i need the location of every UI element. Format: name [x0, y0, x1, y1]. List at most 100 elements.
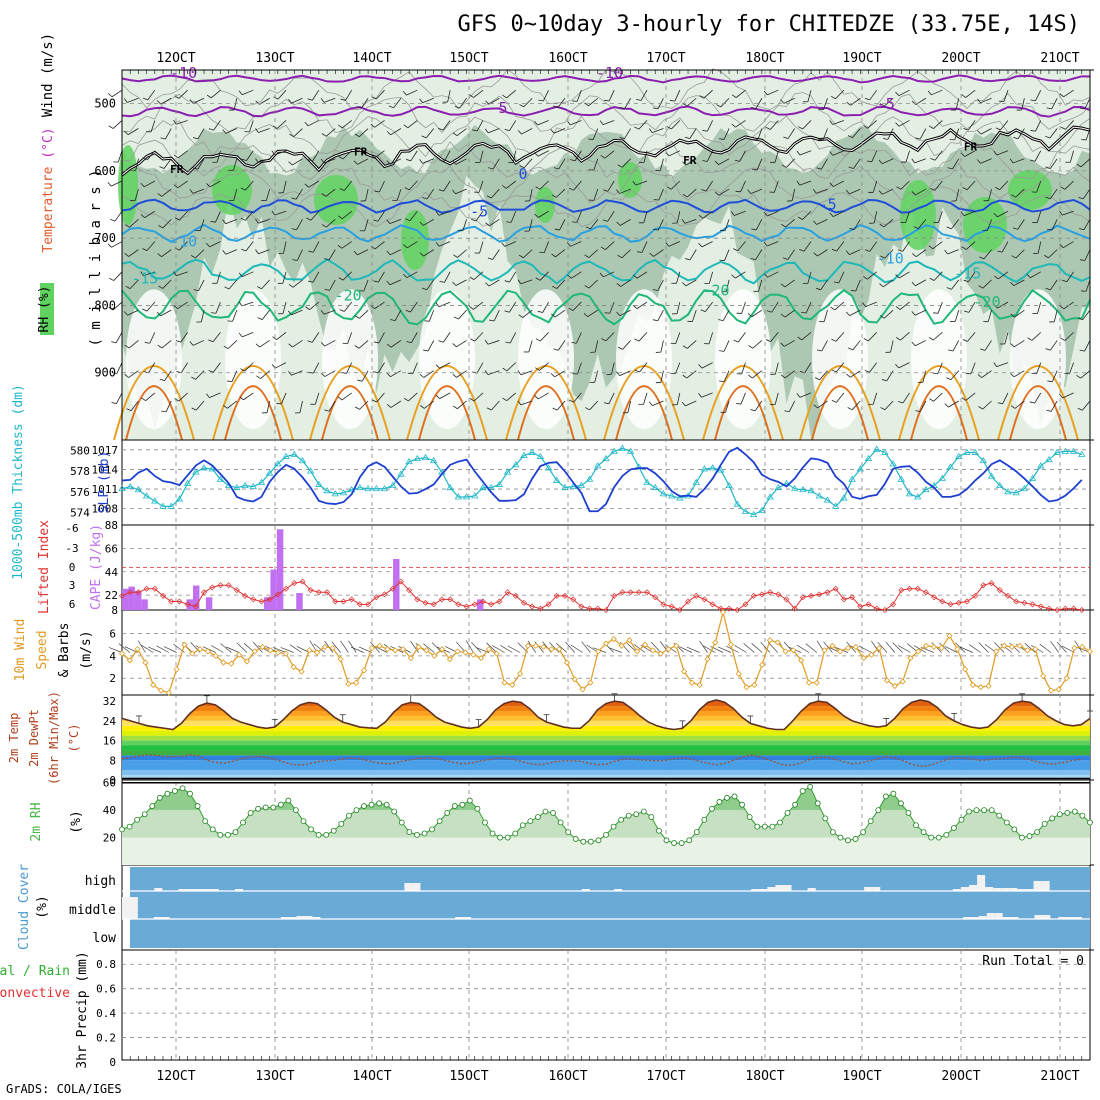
wind-barb: [635, 180, 648, 186]
contour-label: -5: [819, 195, 837, 213]
wind-barb-flag: [960, 211, 965, 216]
thickness-point: [282, 452, 290, 459]
rh2m-point: [482, 819, 488, 826]
wind-barb: [292, 158, 303, 166]
wind-barb-flag: [553, 348, 559, 351]
wind-speed-point: [930, 643, 937, 650]
wind-barb: [176, 271, 188, 277]
thickness-point: [618, 444, 627, 451]
temp-band: [122, 725, 1090, 731]
wind-barb-flag: [192, 137, 199, 140]
wind-barb-flag: [307, 159, 313, 162]
wind-barb-flag: [142, 248, 148, 252]
thickness-point: [873, 445, 881, 452]
wind-barb: [1050, 400, 1058, 412]
thickness-point: [151, 497, 159, 504]
wind-barb: [1062, 210, 1074, 216]
cloud-bar: [993, 888, 1002, 891]
cloud-bar: [304, 916, 313, 919]
wind-barb: [111, 241, 123, 248]
thickness-point: [561, 483, 569, 491]
wind-barb-flag: [1046, 107, 1052, 110]
wind-barb: [374, 646, 388, 653]
wind-barb-flag: [685, 258, 691, 261]
wind-barb-flag: [895, 363, 900, 369]
cloud-bar: [767, 887, 776, 891]
thickness-point: [955, 452, 963, 459]
wind-barb-flag: [370, 305, 375, 310]
wind-speed-point: [517, 670, 524, 677]
wind-barb: [988, 188, 992, 201]
wind-barb-flag: [961, 397, 967, 401]
run-total: Run Total = 0: [982, 954, 1084, 969]
wind-speed-point: [1024, 647, 1031, 654]
temp-tick: 16: [103, 735, 116, 748]
wind-barb-flag: [423, 349, 429, 352]
thickness-point: [987, 472, 996, 479]
wind-barb: [520, 279, 533, 285]
wind-barb: [374, 120, 385, 128]
rh2m-point: [905, 810, 912, 816]
wind-barb: [967, 332, 976, 342]
wind-barb-flag: [616, 189, 620, 194]
wind-barb-flag: [961, 246, 967, 250]
li-point: [471, 601, 478, 608]
wind-barb: [1056, 641, 1067, 653]
cloud-bar: [872, 887, 881, 891]
wind-barb: [1034, 392, 1042, 404]
wind-barb: [128, 340, 139, 349]
wind-barb: [347, 332, 353, 344]
wind-barb: [242, 89, 254, 96]
wind-barb-flag: [110, 218, 116, 222]
wind-barb: [348, 640, 357, 653]
wind-barb: [624, 128, 631, 139]
wind-barb: [212, 362, 221, 373]
wind-barb: [734, 645, 747, 653]
wind-barb-flag: [404, 187, 410, 191]
wind-barb: [807, 271, 812, 284]
wind-barb: [358, 646, 372, 653]
wind-barb: [292, 340, 303, 348]
wind-barb: [506, 392, 517, 402]
precip-total-label: Total / Rain: [0, 964, 70, 979]
rh2m-point: [383, 801, 390, 808]
wind-barb: [177, 150, 188, 159]
wind-barb: [233, 158, 238, 171]
wind-barb: [456, 641, 466, 653]
wind-barb: [110, 180, 123, 187]
li-point: [160, 592, 167, 599]
wind-speed-point: [1047, 687, 1055, 694]
li-point: [307, 587, 314, 594]
wind-barb: [555, 249, 566, 258]
wind-barb: [489, 219, 500, 227]
thickness-point: [471, 492, 479, 499]
wind-barb: [116, 362, 123, 374]
thickness-point: [766, 493, 774, 500]
wind-barb: [1063, 241, 1074, 249]
wind-barb: [619, 309, 631, 317]
wind-barb: [444, 271, 451, 283]
li-point: [783, 596, 790, 603]
wind-barb: [608, 647, 622, 653]
wind-barb-flag: [386, 160, 391, 165]
wind-barb-flag: [731, 123, 736, 128]
wind-barb: [1069, 150, 1074, 163]
wind-barb-flag: [518, 254, 524, 259]
wind-barb: [112, 301, 123, 311]
rh-high-blob: [535, 187, 555, 223]
li-point: [1004, 592, 1011, 599]
wind-barb-flag: [386, 250, 391, 256]
thickness-point: [1061, 447, 1070, 454]
wind-barb-flag: [617, 164, 623, 168]
wind-barb: [754, 400, 763, 412]
wind-barb: [832, 150, 845, 156]
rh2m-point: [232, 829, 239, 835]
contour-label: -5: [490, 99, 508, 117]
wind-barb: [735, 120, 746, 128]
panel-frame: [121, 949, 1091, 1061]
wind-barb-flag: [502, 367, 508, 372]
wind-barb-flag: [305, 306, 310, 310]
wind-barb: [784, 340, 795, 347]
wind-barb-flag: [568, 399, 574, 403]
wind-barb: [787, 128, 796, 139]
